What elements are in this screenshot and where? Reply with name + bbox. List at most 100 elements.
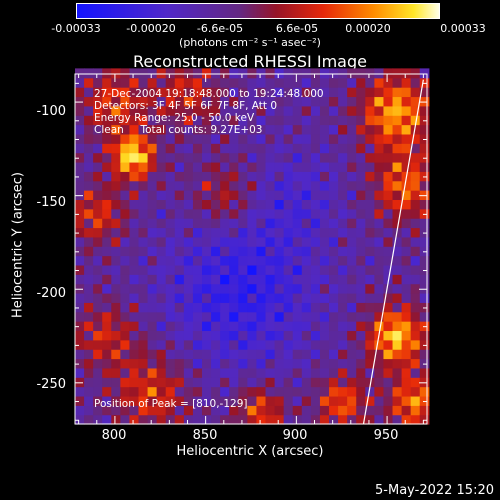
- heatmap-cell: [356, 395, 366, 406]
- heatmap-cell: [310, 302, 321, 313]
- heatmap-cell: [356, 115, 366, 126]
- heatmap-cell: [338, 386, 348, 397]
- heatmap-cell: [93, 208, 103, 219]
- heatmap-cell: [319, 274, 330, 285]
- heatmap-cell: [93, 311, 103, 322]
- heatmap-cell: [84, 105, 94, 116]
- heatmap-cell: [365, 395, 375, 406]
- heatmap-cell: [365, 414, 375, 425]
- heatmap-cell: [392, 395, 403, 406]
- heatmap-cell: [202, 199, 212, 210]
- heatmap-cell: [283, 349, 294, 360]
- heatmap-cell: [220, 152, 230, 163]
- heatmap-cell: [75, 227, 85, 238]
- heatmap-cell: [347, 236, 357, 247]
- heatmap-cell: [220, 161, 230, 172]
- heatmap-cell: [111, 161, 121, 172]
- heatmap-cell: [274, 87, 285, 98]
- heatmap-cell: [156, 283, 167, 294]
- heatmap-cell: [301, 246, 312, 257]
- heatmap-cell: [338, 255, 348, 266]
- heatmap-cell: [247, 199, 258, 210]
- heatmap-cell: [138, 208, 149, 219]
- heatmap-cell: [392, 152, 403, 163]
- heatmap-cell: [174, 377, 185, 388]
- heatmap-cell: [120, 190, 131, 200]
- heatmap-cell: [356, 143, 366, 154]
- heatmap-cell: [211, 283, 221, 294]
- heatmap-cell: [319, 349, 330, 360]
- heatmap-cell: [265, 377, 276, 388]
- heatmap-cell: [419, 133, 430, 144]
- heatmap-cell: [292, 311, 303, 322]
- heatmap-cell: [256, 330, 267, 341]
- heatmap-cell: [183, 405, 194, 416]
- heatmap-cell: [165, 236, 176, 247]
- heatmap-cell: [356, 292, 366, 303]
- heatmap-cell: [120, 349, 131, 360]
- heatmap-cell: [138, 302, 149, 313]
- heatmap-cell: [310, 414, 321, 425]
- heatmap-cell: [338, 133, 348, 144]
- heatmap-cell: [274, 395, 285, 406]
- heatmap-cell: [220, 395, 230, 406]
- heatmap-cell: [156, 199, 167, 210]
- heatmap-cell: [102, 367, 112, 378]
- heatmap-cell: [229, 199, 239, 210]
- heatmap-cell: [338, 180, 348, 191]
- heatmap-cell: [84, 68, 94, 79]
- heatmap-cell: [256, 180, 267, 191]
- heatmap-cell: [338, 367, 348, 378]
- heatmap-cell: [192, 367, 203, 378]
- heatmap-cell: [165, 274, 176, 285]
- heatmap-cell: [319, 321, 330, 332]
- heatmap-cell: [211, 236, 221, 247]
- heatmap-cell: [111, 124, 121, 135]
- heatmap-cell: [410, 414, 421, 425]
- heatmap-cell: [347, 339, 357, 350]
- heatmap-cell: [274, 283, 285, 294]
- heatmap-cell: [202, 377, 212, 388]
- heatmap-cell: [374, 218, 385, 229]
- heatmap-cell: [301, 283, 312, 294]
- heatmap-cell: [347, 161, 357, 172]
- heatmap-cell: [292, 68, 303, 79]
- heatmap-cell: [111, 264, 121, 275]
- heatmap-cell: [238, 218, 248, 229]
- heatmap-cell: [374, 367, 385, 378]
- heatmap-cell: [383, 405, 394, 416]
- heatmap-cell: [102, 152, 112, 163]
- heatmap-cell: [383, 311, 394, 322]
- heatmap-cell: [383, 264, 394, 275]
- heatmap-cell: [102, 292, 112, 303]
- heatmap-cell: [111, 133, 121, 144]
- heatmap-cell: [301, 414, 312, 425]
- heatmap-cell: [383, 414, 394, 425]
- heatmap-cell: [174, 311, 185, 322]
- heatmap-cell: [211, 190, 221, 200]
- heatmap-cell: [401, 405, 412, 416]
- heatmap-cell: [238, 414, 248, 425]
- heatmap-cell: [338, 236, 348, 247]
- heatmap-cell: [120, 274, 131, 285]
- heatmap-cell: [211, 321, 221, 332]
- heatmap-cell: [220, 330, 230, 341]
- heatmap-cell: [183, 124, 194, 135]
- heatmap-cell: [75, 87, 85, 98]
- heatmap-cell: [347, 96, 357, 107]
- heatmap-cell: [247, 180, 258, 191]
- heatmap-cell: [220, 143, 230, 154]
- heatmap-cell: [156, 349, 167, 360]
- heatmap-cell: [410, 124, 421, 135]
- heatmap-cell: [102, 190, 112, 200]
- heatmap-cell: [111, 236, 121, 247]
- heatmap-cell: [356, 311, 366, 322]
- colorbar-tick-label: 0.00020: [345, 22, 391, 35]
- heatmap-cell: [238, 152, 248, 163]
- heatmap-cell: [401, 115, 412, 126]
- heatmap-cell: [247, 367, 258, 378]
- heatmap-cell: [310, 274, 321, 285]
- heatmap-cell: [338, 190, 348, 200]
- heatmap-cell: [111, 283, 121, 294]
- heatmap-cell: [419, 311, 430, 322]
